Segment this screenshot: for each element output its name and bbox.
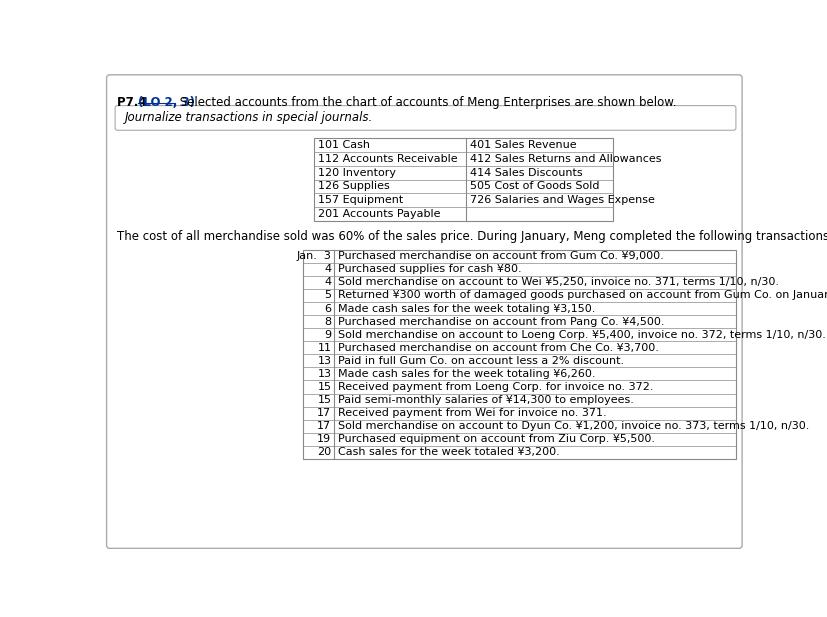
Text: 13: 13 bbox=[317, 369, 331, 379]
FancyBboxPatch shape bbox=[115, 106, 735, 130]
Text: Purchased equipment on account from Ziu Corp. ¥5,500.: Purchased equipment on account from Ziu … bbox=[338, 434, 654, 444]
Text: Received payment from Wei for invoice no. 371.: Received payment from Wei for invoice no… bbox=[338, 408, 606, 418]
Text: 112 Accounts Receivable: 112 Accounts Receivable bbox=[318, 154, 457, 164]
Text: Cash sales for the week totaled ¥3,200.: Cash sales for the week totaled ¥3,200. bbox=[338, 447, 559, 457]
Text: Paid semi-monthly salaries of ¥14,300 to employees.: Paid semi-monthly salaries of ¥14,300 to… bbox=[338, 395, 633, 405]
Text: 401 Sales Revenue: 401 Sales Revenue bbox=[470, 140, 576, 150]
Text: Sold merchandise on account to Dyun Co. ¥1,200, invoice no. 373, terms 1/10, n/3: Sold merchandise on account to Dyun Co. … bbox=[338, 421, 809, 431]
Text: 5: 5 bbox=[324, 291, 331, 300]
Text: The cost of all merchandise sold was 60% of the sales price. During January, Men: The cost of all merchandise sold was 60%… bbox=[117, 230, 827, 243]
Text: 414 Sales Discounts: 414 Sales Discounts bbox=[470, 168, 582, 178]
Text: 19: 19 bbox=[317, 434, 331, 444]
Text: 9: 9 bbox=[324, 329, 331, 340]
Text: 6: 6 bbox=[324, 304, 331, 313]
Bar bbox=[303, 250, 735, 459]
Bar bbox=[314, 138, 613, 221]
Text: Purchased merchandise on account from Gum Co. ¥9,000.: Purchased merchandise on account from Gu… bbox=[338, 251, 663, 261]
Text: 20: 20 bbox=[317, 447, 331, 457]
Text: 157 Equipment: 157 Equipment bbox=[318, 196, 403, 205]
Text: 4: 4 bbox=[324, 264, 331, 274]
Text: 15: 15 bbox=[317, 382, 331, 392]
Text: Purchased merchandise on account from Che Co. ¥3,700.: Purchased merchandise on account from Ch… bbox=[338, 343, 658, 353]
Text: (LO 2, 3): (LO 2, 3) bbox=[137, 96, 194, 109]
Text: 15: 15 bbox=[317, 395, 331, 405]
Text: 120 Inventory: 120 Inventory bbox=[318, 168, 395, 178]
Text: 505 Cost of Goods Sold: 505 Cost of Goods Sold bbox=[470, 181, 599, 191]
Text: Sold merchandise on account to Loeng Corp. ¥5,400, invoice no. 372, terms 1/10, : Sold merchandise on account to Loeng Cor… bbox=[338, 329, 825, 340]
Text: 201 Accounts Payable: 201 Accounts Payable bbox=[318, 209, 440, 219]
Text: Purchased supplies for cash ¥80.: Purchased supplies for cash ¥80. bbox=[338, 264, 521, 274]
Text: 11: 11 bbox=[317, 343, 331, 353]
Text: Selected accounts from the chart of accounts of Meng Enterprises are shown below: Selected accounts from the chart of acco… bbox=[176, 96, 676, 109]
Text: Jan.  3: Jan. 3 bbox=[296, 251, 331, 261]
Text: P7.4: P7.4 bbox=[117, 96, 151, 109]
Text: 17: 17 bbox=[317, 421, 331, 431]
Text: 4: 4 bbox=[324, 277, 331, 288]
Text: 17: 17 bbox=[317, 408, 331, 418]
Text: 8: 8 bbox=[324, 317, 331, 326]
Text: Made cash sales for the week totaling ¥6,260.: Made cash sales for the week totaling ¥6… bbox=[338, 369, 595, 379]
Text: Journalize transactions in special journals.: Journalize transactions in special journ… bbox=[125, 112, 373, 125]
Text: 126 Supplies: 126 Supplies bbox=[318, 181, 390, 191]
Text: Received payment from Loeng Corp. for invoice no. 372.: Received payment from Loeng Corp. for in… bbox=[338, 382, 653, 392]
Text: Paid in full Gum Co. on account less a 2% discount.: Paid in full Gum Co. on account less a 2… bbox=[338, 356, 624, 366]
Text: 101 Cash: 101 Cash bbox=[318, 140, 370, 150]
Text: 726 Salaries and Wages Expense: 726 Salaries and Wages Expense bbox=[470, 196, 654, 205]
Text: Made cash sales for the week totaling ¥3,150.: Made cash sales for the week totaling ¥3… bbox=[338, 304, 595, 313]
Text: Returned ¥300 worth of damaged goods purchased on account from Gum Co. on Januar: Returned ¥300 worth of damaged goods pur… bbox=[338, 291, 827, 300]
Text: 13: 13 bbox=[317, 356, 331, 366]
Text: Sold merchandise on account to Wei ¥5,250, invoice no. 371, terms 1/10, n/30.: Sold merchandise on account to Wei ¥5,25… bbox=[338, 277, 778, 288]
FancyBboxPatch shape bbox=[107, 75, 741, 549]
Text: 412 Sales Returns and Allowances: 412 Sales Returns and Allowances bbox=[470, 154, 661, 164]
Text: Purchased merchandise on account from Pang Co. ¥4,500.: Purchased merchandise on account from Pa… bbox=[338, 317, 664, 326]
